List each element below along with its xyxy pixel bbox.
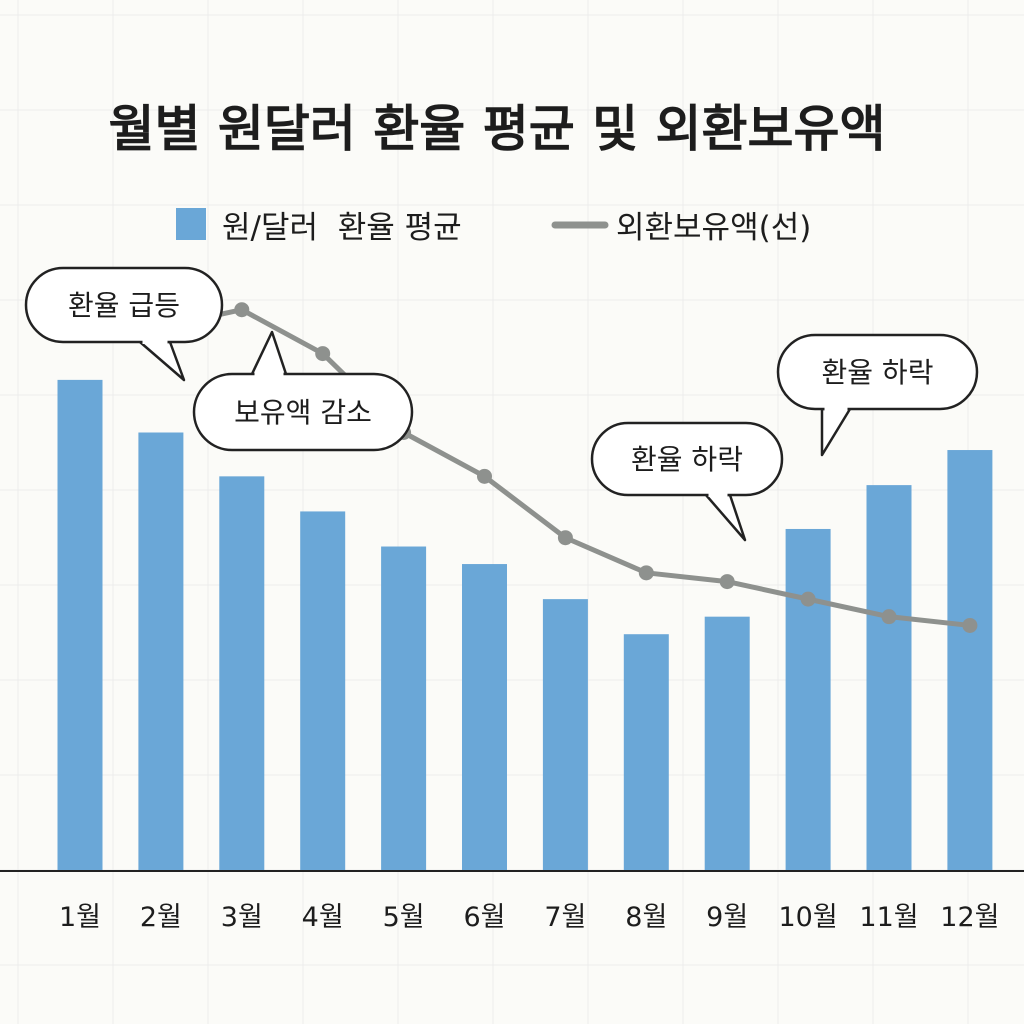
callout-bubble: [590, 421, 784, 497]
line-point: [638, 565, 654, 581]
line-point: [315, 346, 331, 362]
callout-bubble: [192, 372, 414, 452]
callout-tail: [250, 330, 288, 376]
bar: [381, 546, 427, 871]
x-tick-labels: 1월 2월 3월 4월 5월 6월 7월 8월 9월 10월 11월 12월: [59, 902, 1000, 933]
x-tick-label: 6월: [463, 902, 505, 933]
callout-bubble: [24, 266, 224, 344]
legend: 원/달러 환율 평균 외환보유액(선): [176, 208, 811, 246]
callout-tail: [138, 340, 186, 382]
bar: [785, 528, 831, 871]
line-point: [881, 609, 897, 625]
line-point: [719, 574, 735, 590]
x-tick-label: 3월: [221, 902, 263, 933]
chart-title: 월별 원달러 환율 평균 및 외환보유액: [108, 100, 885, 158]
bar: [623, 634, 669, 871]
legend-bar-label: 원/달러 환율 평균: [222, 210, 462, 246]
x-tick-label: 10월: [778, 902, 837, 933]
x-tick-label: 7월: [544, 902, 586, 933]
line-point: [557, 530, 573, 546]
bar: [866, 485, 912, 871]
bar-series: [57, 379, 993, 871]
line-point: [800, 591, 816, 607]
legend-bar-swatch: [176, 208, 206, 240]
x-tick-label: 2월: [140, 902, 182, 933]
bar: [947, 450, 993, 871]
x-tick-label: 5월: [383, 902, 425, 933]
x-tick-label: 8월: [625, 902, 667, 933]
callout-bubble: [776, 333, 979, 411]
callout-tail: [820, 407, 852, 457]
callout-tail: [704, 493, 747, 542]
annotation-callout: 환율 하락: [776, 333, 979, 457]
bar: [462, 564, 507, 871]
annotation-text: 보유액 감소: [234, 396, 372, 429]
annotation-text: 환율 하락: [822, 356, 934, 389]
line-point: [962, 617, 978, 633]
x-tick-label: 11월: [859, 902, 918, 933]
annotation-callout: 보유액 감소: [192, 330, 414, 452]
bar: [138, 432, 184, 871]
bar: [57, 379, 103, 871]
annotation-text: 환율 하락: [631, 443, 743, 476]
line-point: [477, 468, 492, 484]
x-tick-label: 9월: [706, 902, 748, 933]
line-point: [234, 302, 250, 318]
bar: [300, 511, 346, 871]
legend-line-label: 외환보유액(선): [616, 210, 811, 246]
bar: [704, 616, 750, 871]
annotation-callout: 환율 급등: [24, 266, 224, 382]
annotation-text: 환율 급등: [68, 289, 180, 322]
bar: [219, 476, 265, 871]
annotation-callout: 환율 하락: [590, 421, 784, 542]
x-tick-label: 12월: [940, 902, 999, 933]
bar: [542, 599, 588, 871]
x-tick-label: 4월: [302, 902, 344, 933]
x-tick-label: 1월: [59, 902, 101, 933]
